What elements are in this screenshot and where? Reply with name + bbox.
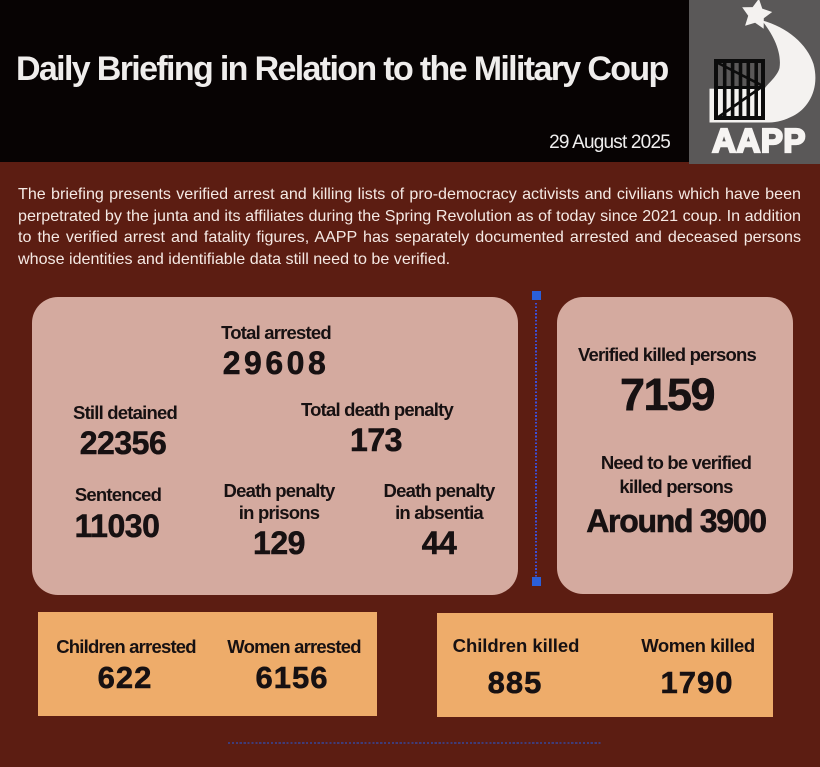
svg-text:AAPP: AAPP bbox=[712, 122, 806, 159]
